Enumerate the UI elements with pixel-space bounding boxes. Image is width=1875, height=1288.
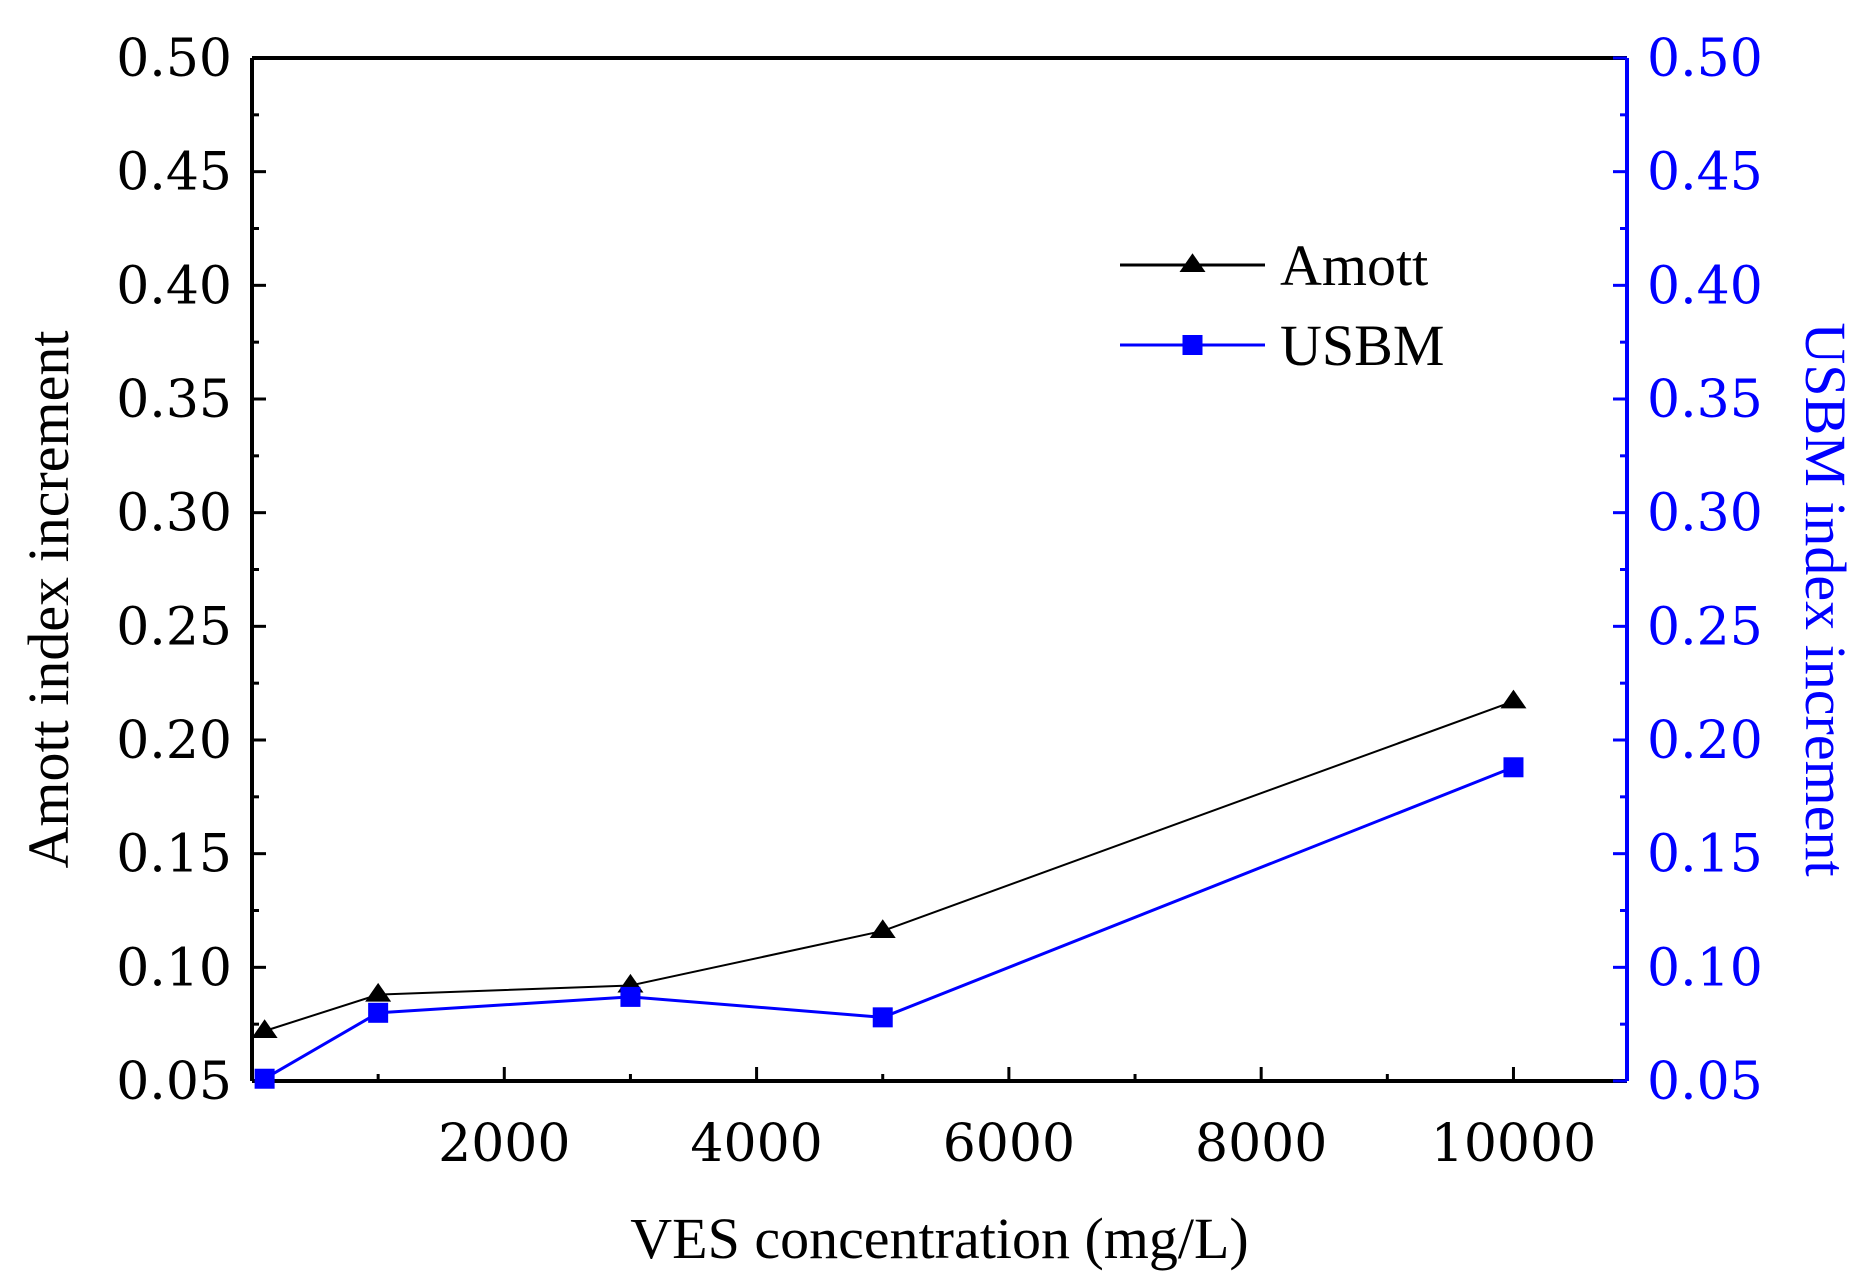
usbm-series [254,757,1524,1089]
right-y-tick-label: 0.45 [1647,143,1763,203]
amott-point [365,982,392,1002]
legend-label-amott: Amott [1280,233,1428,298]
left-y-tick-label: 0.20 [116,711,232,771]
right-y-tick-label: 0.20 [1647,711,1763,771]
usbm-line [263,765,1515,1081]
right-y-tick-label: 0.30 [1647,484,1763,544]
legend-item-usbm: USBM [1120,313,1444,378]
x-tick-label: 2000 [438,1114,570,1174]
left-y-tick-label: 0.10 [116,938,232,998]
amott-point [251,1019,278,1039]
x-tick-label: 10000 [1431,1114,1596,1174]
right-y-tick-label: 0.40 [1647,256,1763,316]
amott-point [1500,689,1527,709]
right-y-tick-label: 0.25 [1647,597,1763,657]
right-y-tick-label: 0.10 [1647,938,1763,998]
left-y-tick-label: 0.30 [116,484,232,544]
usbm-point [368,1002,389,1023]
legend: Amott USBM [1120,233,1444,378]
ticks-layer: 2000 4000 6000 8000 10000 0.05 0.05 0.10 0.10 0.1… [116,29,1763,1174]
left-y-tick-label: 0.40 [116,256,232,316]
left-y-tick-label: 0.50 [116,29,232,89]
amott-point [869,919,896,938]
right-y-tick-label: 0.50 [1647,29,1763,89]
left-y-axis-title: Amott index increment [16,331,81,869]
plot-frame [250,56,1629,1083]
right-y-axis-title: USBM index increment [1793,322,1858,876]
usbm-point [872,1007,893,1028]
x-axis-title: VES concentration (mg/L) [630,1206,1249,1271]
right-y-tick-label: 0.35 [1647,370,1763,430]
legend-marker-usbm [1182,335,1203,355]
left-y-tick-label: 0.05 [116,1052,232,1112]
legend-item-amott: Amott [1120,233,1428,298]
legend-label-usbm: USBM [1280,313,1444,378]
left-y-tick-label: 0.45 [116,143,232,203]
usbm-point [254,1068,275,1089]
x-tick-label: 6000 [943,1114,1075,1174]
left-y-tick-label: 0.35 [116,370,232,430]
left-y-tick-label: 0.15 [116,825,232,885]
x-tick-label: 4000 [690,1114,822,1174]
amott-series [251,689,1527,1039]
amott-line [264,700,1514,1032]
x-tick-label: 8000 [1195,1114,1327,1174]
legend-marker-amott [1179,253,1206,273]
usbm-point [1503,757,1524,778]
right-y-tick-label: 0.05 [1647,1052,1763,1112]
usbm-point [620,986,641,1007]
left-y-tick-label: 0.25 [116,597,232,657]
right-y-tick-label: 0.15 [1647,825,1763,885]
series-layer [251,689,1527,1089]
